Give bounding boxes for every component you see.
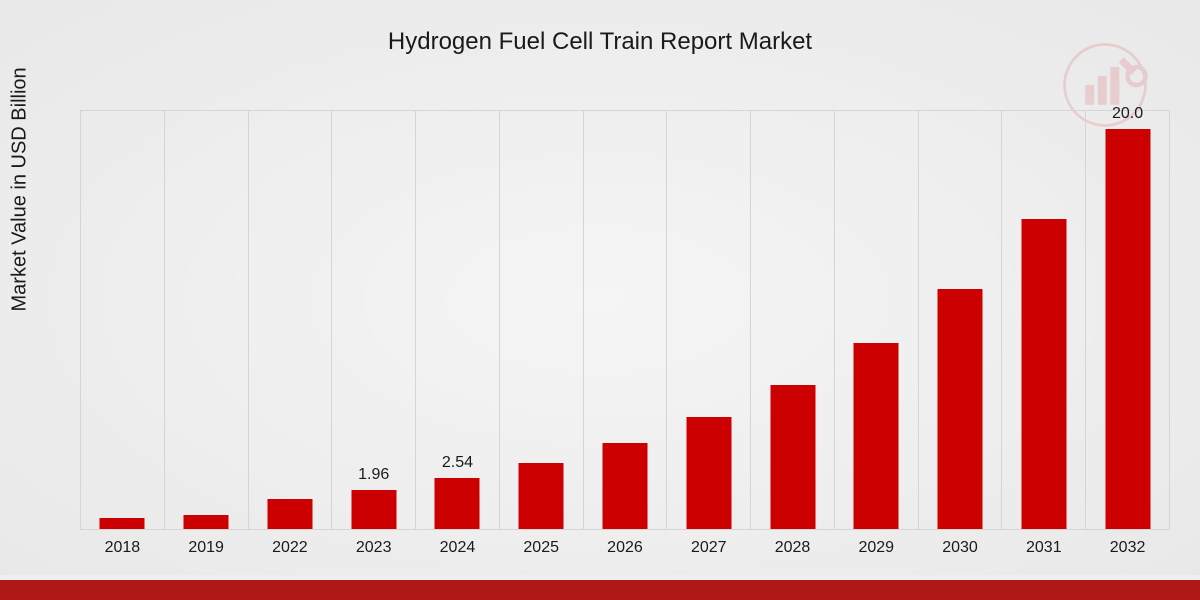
grid-cell: 2.542024 [415, 110, 499, 530]
grid-cell: 2025 [499, 110, 583, 530]
bar [686, 417, 731, 529]
bottom-accent-bar [0, 575, 1200, 600]
x-tick-label: 2027 [691, 539, 727, 557]
x-tick-label: 2025 [523, 539, 559, 557]
bar-value-label: 2.54 [442, 454, 473, 472]
grid-cell: 1.962023 [331, 110, 415, 530]
x-tick-label: 2029 [858, 539, 894, 557]
chart-area: 2018201920221.9620232.542024202520262027… [80, 110, 1170, 530]
grid-cell: 2027 [666, 110, 750, 530]
x-tick-label: 2022 [272, 539, 308, 557]
grid-cell: 2031 [1001, 110, 1085, 530]
x-tick-label: 2028 [775, 539, 811, 557]
grid-cell: 2019 [164, 110, 248, 530]
chart-title: Hydrogen Fuel Cell Train Report Market [0, 28, 1200, 56]
bar-value-label: 1.96 [358, 466, 389, 484]
x-tick-label: 2031 [1026, 539, 1062, 557]
grid-cell: 2018 [80, 110, 164, 530]
bar [184, 515, 229, 529]
bar [602, 443, 647, 529]
x-tick-label: 2032 [1110, 539, 1146, 557]
x-tick-label: 2024 [440, 539, 476, 557]
x-tick-label: 2030 [942, 539, 978, 557]
x-tick-label: 2026 [607, 539, 643, 557]
bar [938, 289, 983, 529]
bar [435, 478, 480, 529]
grid-cell: 2026 [583, 110, 667, 530]
bar [519, 463, 564, 529]
bar [267, 499, 312, 529]
grid-cell: 2022 [248, 110, 332, 530]
bar [770, 385, 815, 529]
bar [1021, 219, 1066, 529]
x-tick-label: 2018 [105, 539, 141, 557]
bar [1105, 129, 1150, 529]
bar-value-label: 20.0 [1112, 105, 1143, 123]
bar-grid: 2018201920221.9620232.542024202520262027… [80, 110, 1170, 530]
bar [351, 490, 396, 529]
x-tick-label: 2019 [188, 539, 224, 557]
y-axis-label: Market Value in USD Billion [9, 67, 32, 311]
grid-cell: 2029 [834, 110, 918, 530]
bar [100, 518, 145, 529]
x-tick-label: 2023 [356, 539, 392, 557]
grid-cell: 2028 [750, 110, 834, 530]
bar [854, 343, 899, 529]
grid-cell: 20.02032 [1085, 110, 1170, 530]
grid-cell: 2030 [918, 110, 1002, 530]
